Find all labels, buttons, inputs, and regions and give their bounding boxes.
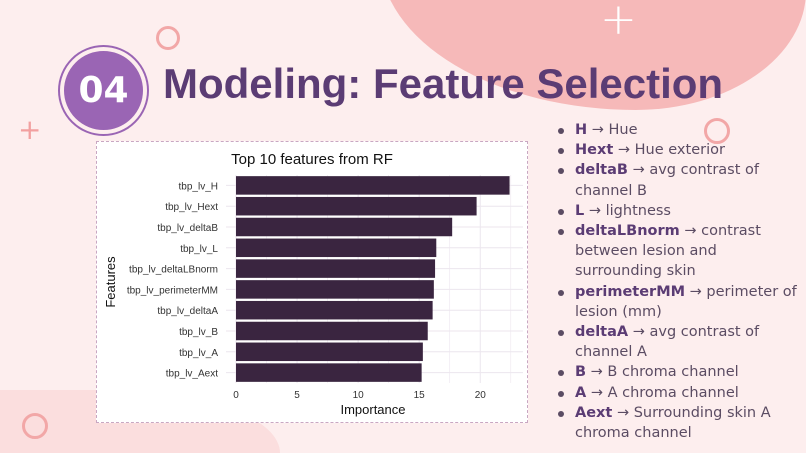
x-tick-label: 0 bbox=[233, 390, 239, 401]
legend-key: deltaB bbox=[575, 162, 628, 179]
ring-decoration bbox=[704, 118, 730, 144]
chart-container: tbp_lv_H tbp_lv_Hext tbp_lv_deltaB tbp_lv_L… bbox=[96, 141, 528, 423]
legend-desc: → avg contrast of channel A bbox=[575, 324, 760, 361]
bar bbox=[236, 280, 434, 299]
legend-key: B bbox=[575, 364, 587, 381]
x-axis-label: Importance bbox=[340, 402, 405, 417]
y-tick-label: tbp_lv_H bbox=[179, 181, 218, 192]
y-tick-label: tbp_lv_deltaLBnorm bbox=[129, 265, 218, 276]
y-tick-label: tbp_lv_L bbox=[180, 244, 218, 255]
y-tick-label: tbp_lv_perimeterMM bbox=[127, 285, 218, 296]
legend-key: Aext bbox=[575, 404, 613, 421]
slide-number-badge: 04 bbox=[60, 47, 147, 134]
legend-desc: → B chroma channel bbox=[590, 364, 739, 381]
legend-item: deltaLBnorm → contrast between lesion an… bbox=[558, 221, 802, 282]
legend-item: L → lightness bbox=[558, 201, 802, 221]
legend-item: B → B chroma channel bbox=[558, 362, 802, 382]
bar bbox=[236, 342, 423, 362]
plus-icon: + bbox=[600, 0, 637, 45]
bar bbox=[236, 300, 433, 320]
bar bbox=[236, 238, 437, 258]
x-tick-label: 20 bbox=[475, 390, 487, 401]
legend-desc: → lightness bbox=[588, 202, 671, 219]
legend-item: perimeterMM → perimeter of lesion (mm) bbox=[558, 282, 802, 322]
legend-desc: → contrast between lesion and surroundin… bbox=[575, 223, 761, 280]
bar bbox=[236, 196, 477, 216]
legend-desc: → Surrounding skin A chroma channel bbox=[575, 404, 771, 442]
legend-item: H → Hue bbox=[558, 120, 802, 140]
slide-title: Modeling: Feature Selection bbox=[163, 60, 724, 107]
ring-decoration bbox=[156, 26, 180, 50]
bar bbox=[236, 259, 436, 278]
ring-decoration bbox=[22, 413, 48, 439]
y-tick-label: tbp_lv_B bbox=[179, 327, 218, 338]
legend-key: Hext bbox=[575, 142, 614, 159]
legend-desc: → A chroma channel bbox=[590, 384, 739, 401]
legend-key: perimeterMM bbox=[575, 283, 686, 300]
legend-key: deltaLBnorm bbox=[575, 223, 680, 240]
legend-key: deltaA bbox=[575, 324, 629, 341]
legend-key: H bbox=[575, 122, 588, 138]
y-tick-label: tbp_lv_Aext bbox=[166, 369, 218, 380]
feature-importance-chart: tbp_lv_H tbp_lv_Hext tbp_lv_deltaB tbp_lv_L… bbox=[103, 151, 523, 417]
legend-item: Aext → Surrounding skin A chroma channel bbox=[558, 403, 802, 443]
x-tick-label: 15 bbox=[414, 390, 426, 401]
legend-key: L bbox=[575, 202, 585, 219]
y-tick-label: tbp_lv_deltaB bbox=[157, 223, 218, 234]
x-tick-label: 5 bbox=[294, 390, 300, 401]
y-tick-label: tbp_lv_A bbox=[179, 348, 218, 359]
y-tick-label: tbp_lv_Hext bbox=[165, 202, 218, 213]
bar bbox=[236, 176, 510, 195]
legend-item: A → A chroma channel bbox=[558, 383, 802, 403]
bar bbox=[236, 217, 453, 237]
x-tick-label: 10 bbox=[353, 390, 365, 401]
legend-desc: → Hue bbox=[591, 122, 638, 138]
legend-desc: → Hue exterior bbox=[617, 142, 725, 159]
bar bbox=[236, 363, 422, 382]
legend-item: deltaA → avg contrast of channel A bbox=[558, 322, 802, 362]
y-tick-label: tbp_lv_deltaA bbox=[157, 306, 218, 317]
legend-item: deltaB → avg contrast of channel B bbox=[558, 160, 802, 200]
legend-key: A bbox=[575, 384, 587, 401]
chart-title: Top 10 features from RF bbox=[231, 151, 393, 168]
feature-legend: H → Hue Hext → Hue exterior deltaB → avg c… bbox=[557, 120, 802, 443]
legend-desc: → avg contrast of channel B bbox=[575, 162, 759, 199]
plus-icon: + bbox=[18, 113, 42, 146]
y-axis-label: Features bbox=[103, 256, 118, 308]
bar bbox=[236, 321, 428, 341]
legend-desc: → perimeter of lesion (mm) bbox=[575, 283, 797, 320]
legend-item: Hext → Hue exterior bbox=[558, 140, 802, 160]
